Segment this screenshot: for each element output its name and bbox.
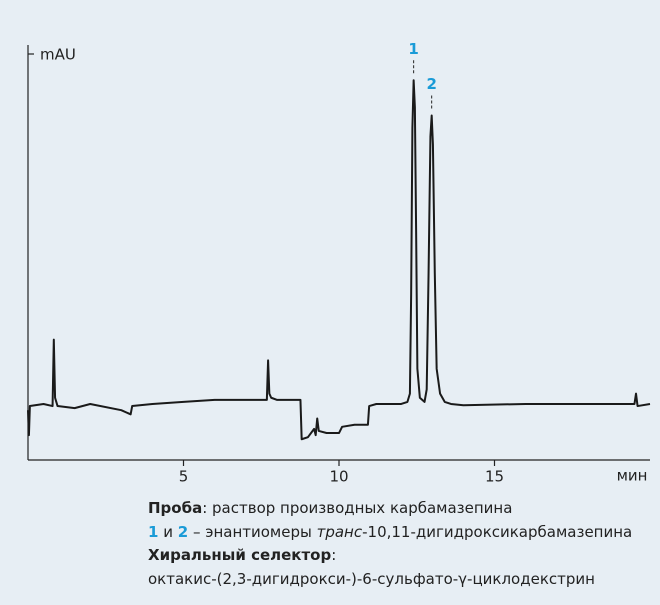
caption-line: 1 и 2 – энантиомеры транс-10,11-дигидрок… xyxy=(148,521,632,545)
caption-line: Хиральный селектор: xyxy=(148,544,632,568)
y-label: mAU xyxy=(40,46,76,64)
caption-text: и xyxy=(158,522,178,541)
caption: Проба: раствор производных карбамазепина… xyxy=(148,497,632,591)
chart: mAU мин 5 10 15 12 xyxy=(27,40,651,486)
caption-text: 2 xyxy=(177,522,189,541)
caption-line: Проба: раствор производных карбамазепина xyxy=(148,497,632,521)
caption-text: : раствор производных карбамазепина xyxy=(202,499,513,517)
caption-text: : xyxy=(331,546,337,564)
chromatogram-line xyxy=(27,79,651,441)
caption-line: октакис-(2,3-дигидрокси-)-6-сульфато-γ-ц… xyxy=(148,568,632,592)
x-tick-label: 10 xyxy=(329,468,348,486)
caption-text: Хиральный селектор xyxy=(148,546,332,564)
caption-text: транс xyxy=(316,522,363,541)
annotation-label: 2 xyxy=(426,75,436,93)
x-tick-label: 15 xyxy=(485,468,504,486)
caption-text: – энантиомеры xyxy=(188,522,317,541)
x-tick-label: 5 xyxy=(179,468,189,486)
caption-text: -10,11-дигидроксикарбамазепина xyxy=(362,522,633,541)
caption-text: 1 xyxy=(148,522,159,541)
x-label: мин xyxy=(617,467,648,485)
annotation-label: 1 xyxy=(408,40,418,58)
caption-text: октакис-(2,3-дигидрокси-)-6-сульфато-γ-ц… xyxy=(148,569,595,588)
caption-text: Проба xyxy=(148,499,203,517)
